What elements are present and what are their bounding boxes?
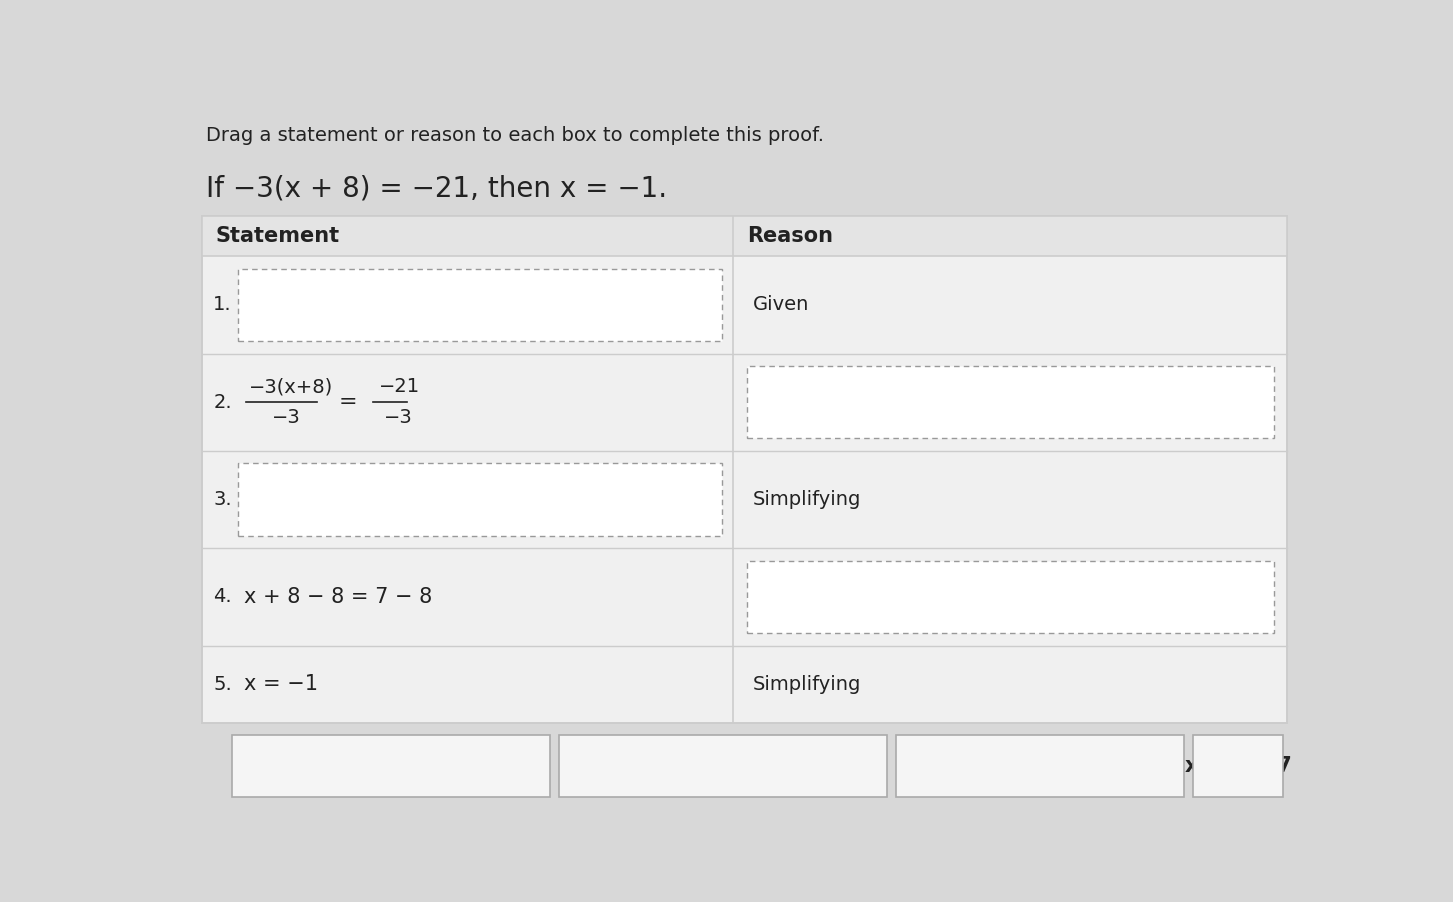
Text: Division Property of Equality: Division Property of Equality [912, 757, 1168, 775]
Text: −3: −3 [384, 408, 413, 427]
Text: Distributive Property of Equality: Distributive Property of Equality [578, 757, 867, 775]
Bar [559, 735, 888, 797]
Text: 2.: 2. [214, 392, 232, 411]
Bar [202, 216, 1287, 256]
Bar [897, 735, 1184, 797]
Text: =: = [339, 392, 357, 412]
Text: Simplifying: Simplifying [753, 490, 862, 509]
Text: Simplifying: Simplifying [753, 675, 862, 694]
Text: If −3(x + 8) = −21, then x = −1.: If −3(x + 8) = −21, then x = −1. [206, 174, 667, 202]
Text: 5.: 5. [214, 675, 232, 694]
Text: 1.: 1. [214, 295, 232, 314]
Bar [747, 561, 1274, 633]
Bar [1193, 735, 1283, 797]
Text: 3.: 3. [214, 490, 232, 509]
Bar [238, 269, 722, 341]
Bar [238, 464, 722, 536]
Text: −21: −21 [379, 377, 420, 396]
Text: Drag a statement or reason to each box to complete this proof.: Drag a statement or reason to each box t… [206, 125, 824, 144]
Text: x = −1: x = −1 [244, 674, 318, 695]
Text: Statement: Statement [215, 226, 340, 246]
Text: −3(x+8): −3(x+8) [250, 377, 333, 396]
Text: 4.: 4. [214, 587, 232, 606]
Text: x + 8 = 7: x + 8 = 7 [1184, 756, 1292, 776]
Bar [232, 735, 551, 797]
Text: Given: Given [753, 295, 809, 314]
Text: −3: −3 [272, 408, 301, 427]
Text: Subtraction Property of Equality: Subtraction Property of Equality [247, 757, 535, 775]
Text: Reason: Reason [747, 226, 833, 246]
Bar [202, 216, 1287, 723]
Text: x + 8 − 8 = 7 − 8: x + 8 − 8 = 7 − 8 [244, 587, 432, 607]
Bar [747, 366, 1274, 438]
